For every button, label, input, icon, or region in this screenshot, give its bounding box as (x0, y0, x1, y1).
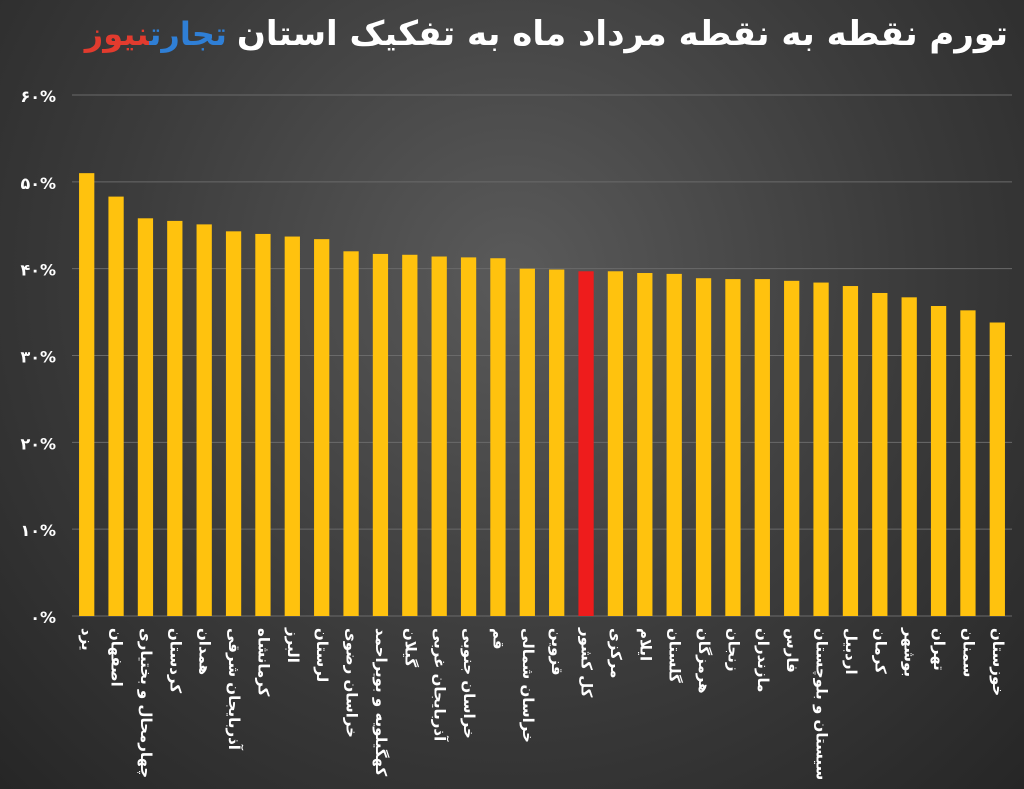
bar (549, 269, 565, 616)
brand-logo: تجارتنیوز (85, 15, 227, 53)
chart-title: تورم نقطه به نقطه مرداد ماه به تفکیک است… (236, 14, 1008, 54)
chart-header: تورم نقطه به نقطه مرداد ماه به تفکیک است… (16, 14, 1008, 54)
bar (842, 286, 859, 616)
x-tick-label: البرز (284, 627, 302, 663)
bar (872, 292, 888, 616)
x-tick-label: قزوین (548, 628, 566, 676)
logo-text-tejarat: تجارت (149, 15, 227, 53)
bar (372, 253, 389, 616)
x-tick-label: کرمان (871, 628, 889, 674)
bar (725, 279, 741, 616)
x-tick-label: اردبیل (842, 628, 860, 675)
bar (431, 256, 447, 616)
x-tick-label: آذربایجان شرقی (225, 628, 243, 751)
x-tick-label: آذربایجان غربی (431, 628, 449, 742)
bar (343, 251, 359, 617)
logo-text-news: نیوز (84, 15, 150, 53)
bar (225, 231, 242, 616)
bar (960, 310, 976, 616)
y-tick-label: ۱۰% (20, 521, 56, 540)
x-tick-label: سیستان و بلوچستان (812, 628, 831, 780)
x-tick-label: چهارمحال و بختیاری (136, 628, 155, 778)
x-tick-label: مازندران (754, 628, 772, 692)
bar (79, 173, 95, 616)
bar (167, 220, 183, 617)
x-tick-label: کرمانشاه (254, 628, 272, 697)
x-tick-label: خوزستان (989, 628, 1007, 696)
x-tick-label: ایلام (636, 628, 654, 661)
x-tick-label: گلستان (666, 628, 684, 683)
bar (519, 268, 535, 616)
y-tick-label: ۴۰% (20, 261, 56, 280)
bar (402, 254, 418, 617)
bar (137, 218, 154, 616)
bar (754, 279, 770, 616)
x-tick-label: یزد (78, 628, 96, 651)
bar (255, 233, 271, 616)
y-tick-label: ۰% (30, 608, 56, 627)
bar (901, 297, 917, 616)
bar (460, 257, 477, 616)
bar (607, 271, 624, 616)
bar (784, 280, 800, 616)
bar (490, 258, 506, 616)
bar (695, 278, 712, 616)
bar (930, 306, 947, 616)
x-tick-label: همدان (196, 628, 214, 675)
bar (637, 273, 653, 616)
x-tick-label: کل کشور (578, 627, 596, 698)
x-tick-label: مرکزی (607, 628, 625, 678)
x-tick-label: کهگیلویه و بویراحمد (372, 628, 390, 776)
y-tick-label: ۶۰% (20, 87, 56, 106)
x-tick-label: فارس (783, 628, 801, 673)
y-tick-label: ۳۰% (20, 348, 56, 367)
y-tick-label: ۵۰% (20, 174, 56, 193)
bar (989, 322, 1005, 616)
bar (108, 196, 124, 616)
bar (196, 224, 212, 617)
x-tick-label: هرمزگان (695, 628, 713, 694)
bar (284, 236, 300, 616)
x-tick-label: تهران (930, 628, 948, 671)
x-tick-label: بوشهر (901, 627, 919, 677)
x-tick-label: سمنان (959, 628, 977, 677)
x-tick-label: اصفهان (108, 628, 126, 687)
bar (813, 282, 829, 616)
y-tick-label: ۲۰% (20, 434, 56, 453)
bar (314, 239, 330, 617)
x-tick-label: زنجان (724, 628, 742, 672)
x-tick-label: خراسان جنوبی (460, 628, 478, 739)
bar (666, 273, 682, 616)
bar-highlight (578, 271, 594, 616)
x-tick-label: گیلان (401, 628, 419, 667)
x-tick-label: لرستان (313, 628, 331, 682)
x-tick-label: کردستان (166, 628, 184, 693)
x-tick-label: خراسان رضوی (343, 628, 361, 738)
x-tick-label: خراسان شمالی (519, 628, 537, 743)
x-tick-label: قم (489, 628, 507, 650)
